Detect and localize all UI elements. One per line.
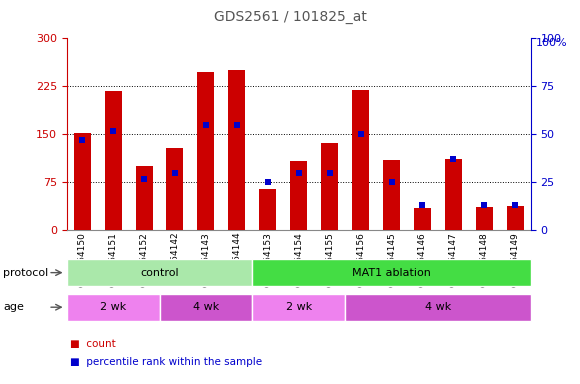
- Bar: [136, 166, 153, 230]
- Bar: [166, 149, 183, 230]
- Text: 2 wk: 2 wk: [285, 302, 312, 312]
- Text: 2 wk: 2 wk: [100, 302, 126, 312]
- Bar: [290, 161, 307, 230]
- Bar: [252, 294, 345, 321]
- Bar: [476, 207, 493, 230]
- Bar: [160, 294, 252, 321]
- Bar: [259, 189, 276, 230]
- Bar: [507, 206, 524, 230]
- Text: age: age: [3, 302, 24, 312]
- Bar: [383, 160, 400, 230]
- Bar: [67, 294, 160, 321]
- Text: 4 wk: 4 wk: [193, 302, 219, 312]
- Bar: [321, 143, 338, 230]
- Bar: [414, 208, 431, 230]
- Text: control: control: [140, 268, 179, 278]
- Bar: [445, 159, 462, 230]
- Text: 100%: 100%: [535, 38, 567, 48]
- Text: ■  count: ■ count: [70, 339, 115, 349]
- Bar: [352, 89, 369, 230]
- Text: GDS2561 / 101825_at: GDS2561 / 101825_at: [213, 10, 367, 23]
- Bar: [345, 294, 531, 321]
- Text: 4 wk: 4 wk: [425, 302, 451, 312]
- Bar: [104, 91, 122, 230]
- Bar: [67, 259, 252, 286]
- Bar: [252, 259, 531, 286]
- Bar: [74, 133, 90, 230]
- Bar: [197, 72, 215, 230]
- Text: protocol: protocol: [3, 268, 48, 278]
- Text: MAT1 ablation: MAT1 ablation: [352, 268, 431, 278]
- Bar: [229, 70, 245, 230]
- Text: ■  percentile rank within the sample: ■ percentile rank within the sample: [70, 357, 262, 367]
